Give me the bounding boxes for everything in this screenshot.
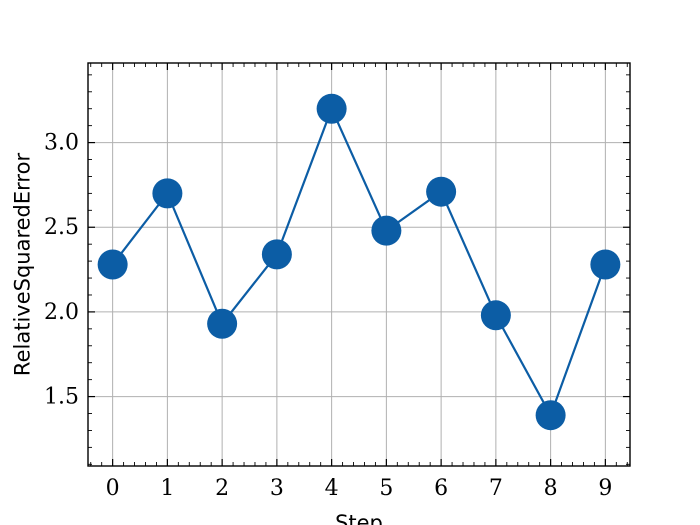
y-tick-label: 1.5 (44, 385, 79, 410)
x-tick-label: 6 (434, 476, 448, 501)
x-tick-label: 7 (489, 476, 503, 501)
x-axis-label: Step (335, 511, 383, 525)
x-tick-label: 2 (215, 476, 229, 501)
data-point (480, 300, 511, 331)
data-point (590, 249, 621, 280)
y-tick-label: 2.5 (44, 215, 79, 240)
data-point (97, 249, 128, 280)
data-point (316, 93, 347, 124)
data-point (426, 176, 457, 207)
x-tick-label: 9 (598, 476, 612, 501)
data-point (371, 215, 402, 246)
plot-frame (87, 62, 631, 467)
y-tick-label: 3.0 (44, 131, 79, 156)
data-point (207, 308, 238, 339)
x-tick-label: 5 (379, 476, 393, 501)
x-tick-label: 1 (160, 476, 174, 501)
y-axis-label: RelativeSquaredError (10, 153, 34, 377)
x-tick-label: 4 (325, 476, 339, 501)
tick-labels: 0 1 2 3 4 5 6 7 8 9 1.5 2.0 2.5 3.0 (44, 131, 612, 501)
data-point (535, 400, 566, 431)
series-line (111, 107, 607, 417)
grid-lines (88, 63, 630, 466)
data-series (97, 93, 621, 431)
x-tick-label: 8 (544, 476, 558, 501)
data-point (261, 239, 292, 270)
x-tick-label: 0 (106, 476, 120, 501)
x-tick-label: 3 (270, 476, 284, 501)
data-point (152, 178, 183, 209)
y-tick-label: 2.0 (44, 300, 79, 325)
